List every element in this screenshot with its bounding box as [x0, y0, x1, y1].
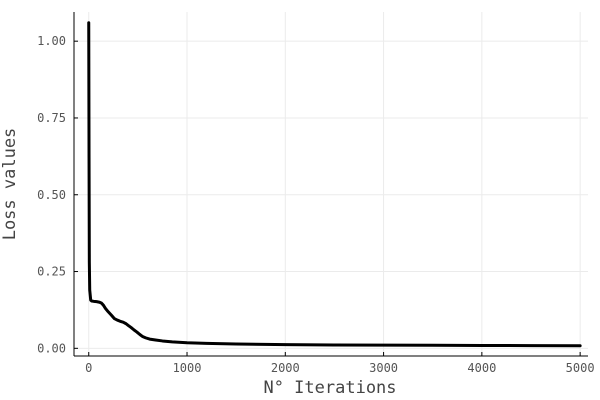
x-tick-label: 1000 [173, 361, 202, 375]
x-axis-title: N° Iterations [263, 378, 396, 398]
x-tick-label: 0 [85, 361, 92, 375]
tick-labels: 0 1000 2000 3000 4000 5000 0.00 0.25 0.50 0.75 1.0… [37, 34, 594, 375]
axes [73, 12, 588, 357]
x-tick-label: 4000 [467, 361, 496, 375]
loss-series-line [87, 21, 582, 348]
y-axis-title: Loss values [0, 128, 20, 241]
y-tick-label: 0.00 [37, 341, 66, 355]
x-tick-label: 5000 [566, 361, 595, 375]
series [87, 21, 582, 348]
x-tick-label: 2000 [271, 361, 300, 375]
grid [74, 12, 588, 356]
y-tick-label: 0.50 [37, 188, 66, 202]
y-tick-label: 0.25 [37, 265, 66, 279]
y-tick-label: 1.00 [37, 34, 66, 48]
y-tick-label: 0.75 [37, 111, 66, 125]
x-tick-label: 3000 [369, 361, 398, 375]
